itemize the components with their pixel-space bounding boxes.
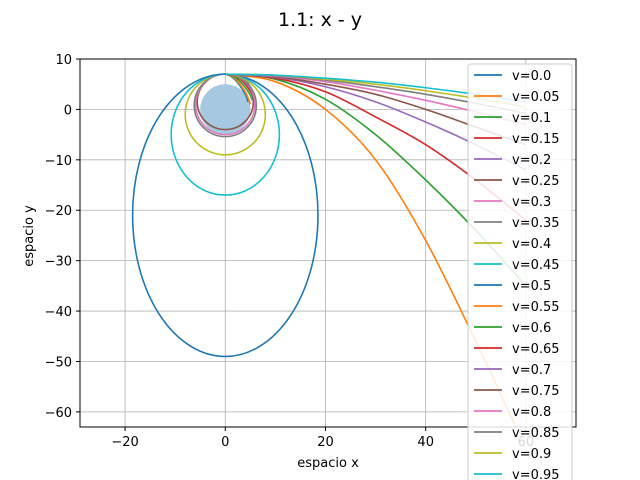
y-tick-label: −60 (45, 406, 72, 421)
chart-title: 1.1: x - y (278, 9, 362, 31)
planet-marker (200, 84, 251, 135)
y-tick-label: 10 (55, 53, 72, 68)
legend-box (467, 63, 573, 480)
legend: v=0.0 v=0.05 v=0.1 v=0.15 v=0.2 v=0.25 v=0.3 v=… (467, 63, 573, 480)
y-tick-label: −40 (45, 305, 72, 320)
legend-label: v=0.2 (512, 153, 551, 168)
legend-label: v=0.55 (512, 300, 560, 315)
legend-label: v=0.7 (512, 363, 551, 378)
legend-label: v=0.25 (512, 174, 560, 189)
x-tick-label: −20 (111, 435, 138, 450)
y-tick-label: −50 (45, 355, 72, 370)
legend-label: v=0.75 (512, 384, 560, 399)
legend-label: v=0.95 (512, 468, 560, 480)
legend-label: v=0.9 (512, 447, 551, 462)
legend-label: v=0.0 (512, 69, 551, 84)
legend-label: v=0.3 (512, 195, 551, 210)
planet-disc (200, 84, 251, 135)
legend-label: v=0.15 (512, 132, 560, 147)
y-tick-label: −10 (45, 154, 72, 169)
x-tick-label: 40 (417, 435, 434, 450)
legend-label: v=0.05 (512, 90, 560, 105)
legend-label: v=0.85 (512, 426, 560, 441)
y-tick-label: −30 (45, 255, 72, 270)
legend-label: v=0.6 (512, 321, 551, 336)
axes-frame (79, 58, 577, 428)
legend-label: v=0.65 (512, 342, 560, 357)
legend-label: v=0.35 (512, 216, 560, 231)
legend-label: v=0.1 (512, 111, 551, 126)
orbit-v-0-5 (131, 73, 319, 358)
plot-area (131, 73, 527, 427)
legend-label: v=0.45 (512, 258, 560, 273)
y-tick-label: 0 (64, 103, 72, 118)
y-axis-label: espacio y (22, 205, 37, 267)
legend-label: v=0.5 (512, 279, 551, 294)
legend-label: v=0.8 (512, 405, 551, 420)
x-axis-label: espacio x (297, 456, 359, 471)
x-tick-label: 0 (221, 435, 229, 450)
x-tick-label: 20 (317, 435, 334, 450)
legend-label: v=0.4 (512, 237, 551, 252)
y-tick-label: −20 (45, 204, 72, 219)
